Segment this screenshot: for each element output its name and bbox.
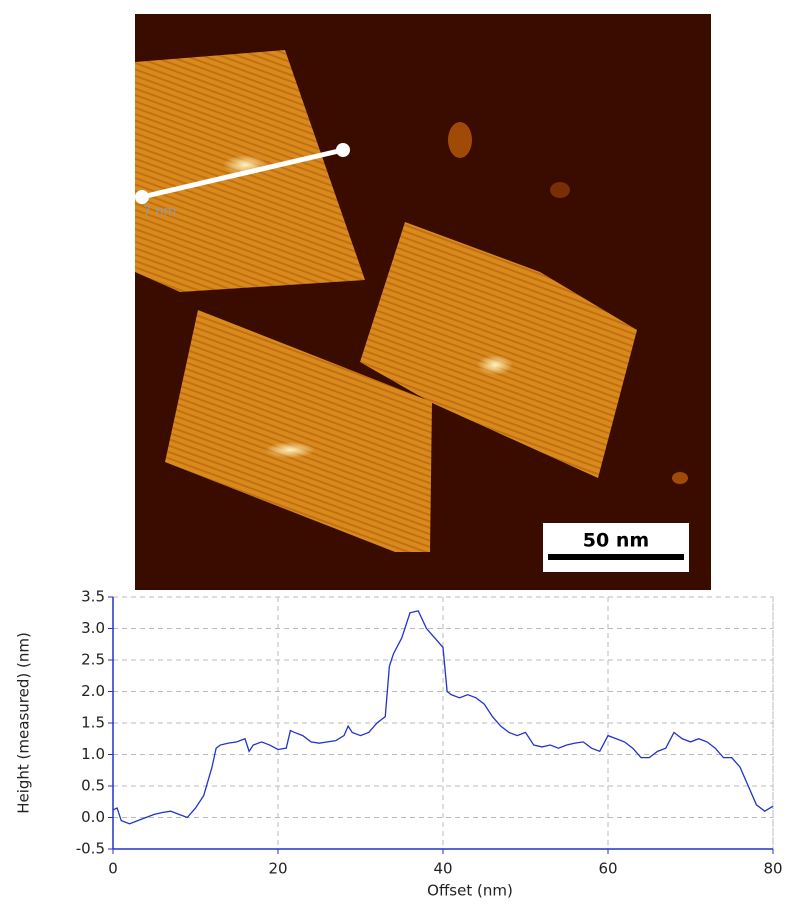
y-tick-label: 2.5 xyxy=(81,651,105,669)
debris xyxy=(550,182,570,198)
x-tick-label: 40 xyxy=(433,860,452,878)
scale-bar xyxy=(548,554,684,560)
page: {"image": {"scale_bar": "50 nm", "line_l… xyxy=(0,0,787,904)
y-tick-label: 0.5 xyxy=(81,777,105,795)
y-tick-label: 3.5 xyxy=(81,588,105,606)
line-label: 7 nm xyxy=(143,205,176,220)
scale-bar-label: 50 nm xyxy=(583,530,649,552)
y-tick-label: 0.0 xyxy=(81,808,105,826)
x-tick-label: 20 xyxy=(268,860,287,878)
x-tick-label: 60 xyxy=(598,860,617,878)
x-tick-label: 0 xyxy=(108,860,118,878)
debris xyxy=(672,472,688,484)
afm-image: 7 nm 50 nm xyxy=(135,14,711,590)
y-tick-label: 2.0 xyxy=(81,682,105,700)
figure: 7 nm 50 nm Offset (nm) Height (measured)… xyxy=(0,0,787,904)
y-axis-label: Height (measured) (nm) xyxy=(15,632,33,814)
x-tick-label: 80 xyxy=(763,860,782,878)
bright-spot xyxy=(477,355,513,375)
y-tick-label: 1.0 xyxy=(81,745,105,763)
y-tick-label: 3.0 xyxy=(81,619,105,637)
y-tick-label: -0.5 xyxy=(76,840,105,858)
y-tick-label: 1.5 xyxy=(81,714,105,732)
bright-spot xyxy=(265,442,315,458)
profile-endpoint xyxy=(336,143,350,157)
debris xyxy=(448,122,472,158)
x-axis-label: Offset (nm) xyxy=(427,882,513,900)
profile-endpoint xyxy=(135,190,149,204)
